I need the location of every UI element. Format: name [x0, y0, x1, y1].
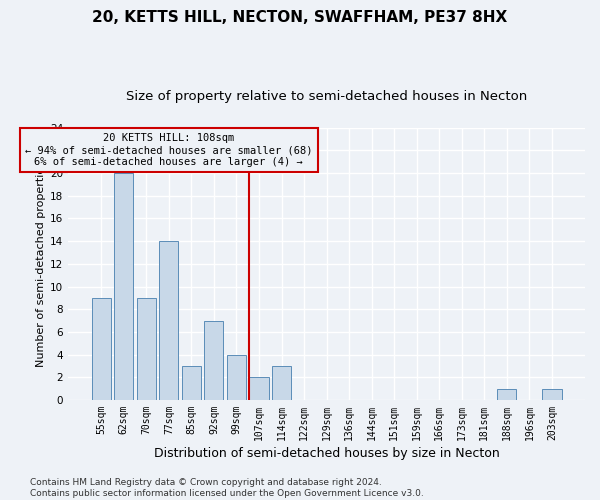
Bar — [92, 298, 111, 400]
Y-axis label: Number of semi-detached properties: Number of semi-detached properties — [36, 161, 46, 367]
Bar — [250, 378, 269, 400]
Text: 20, KETTS HILL, NECTON, SWAFFHAM, PE37 8HX: 20, KETTS HILL, NECTON, SWAFFHAM, PE37 8… — [92, 10, 508, 25]
Bar — [272, 366, 291, 400]
Text: Contains HM Land Registry data © Crown copyright and database right 2024.
Contai: Contains HM Land Registry data © Crown c… — [30, 478, 424, 498]
Title: Size of property relative to semi-detached houses in Necton: Size of property relative to semi-detach… — [126, 90, 527, 103]
Text: 20 KETTS HILL: 108sqm
← 94% of semi-detached houses are smaller (68)
6% of semi-: 20 KETTS HILL: 108sqm ← 94% of semi-deta… — [25, 134, 313, 166]
Bar — [137, 298, 156, 400]
Bar — [159, 241, 178, 400]
Bar — [542, 388, 562, 400]
Bar — [205, 320, 223, 400]
Bar — [114, 173, 133, 400]
X-axis label: Distribution of semi-detached houses by size in Necton: Distribution of semi-detached houses by … — [154, 447, 499, 460]
Bar — [182, 366, 201, 400]
Bar — [227, 354, 246, 400]
Bar — [497, 388, 517, 400]
